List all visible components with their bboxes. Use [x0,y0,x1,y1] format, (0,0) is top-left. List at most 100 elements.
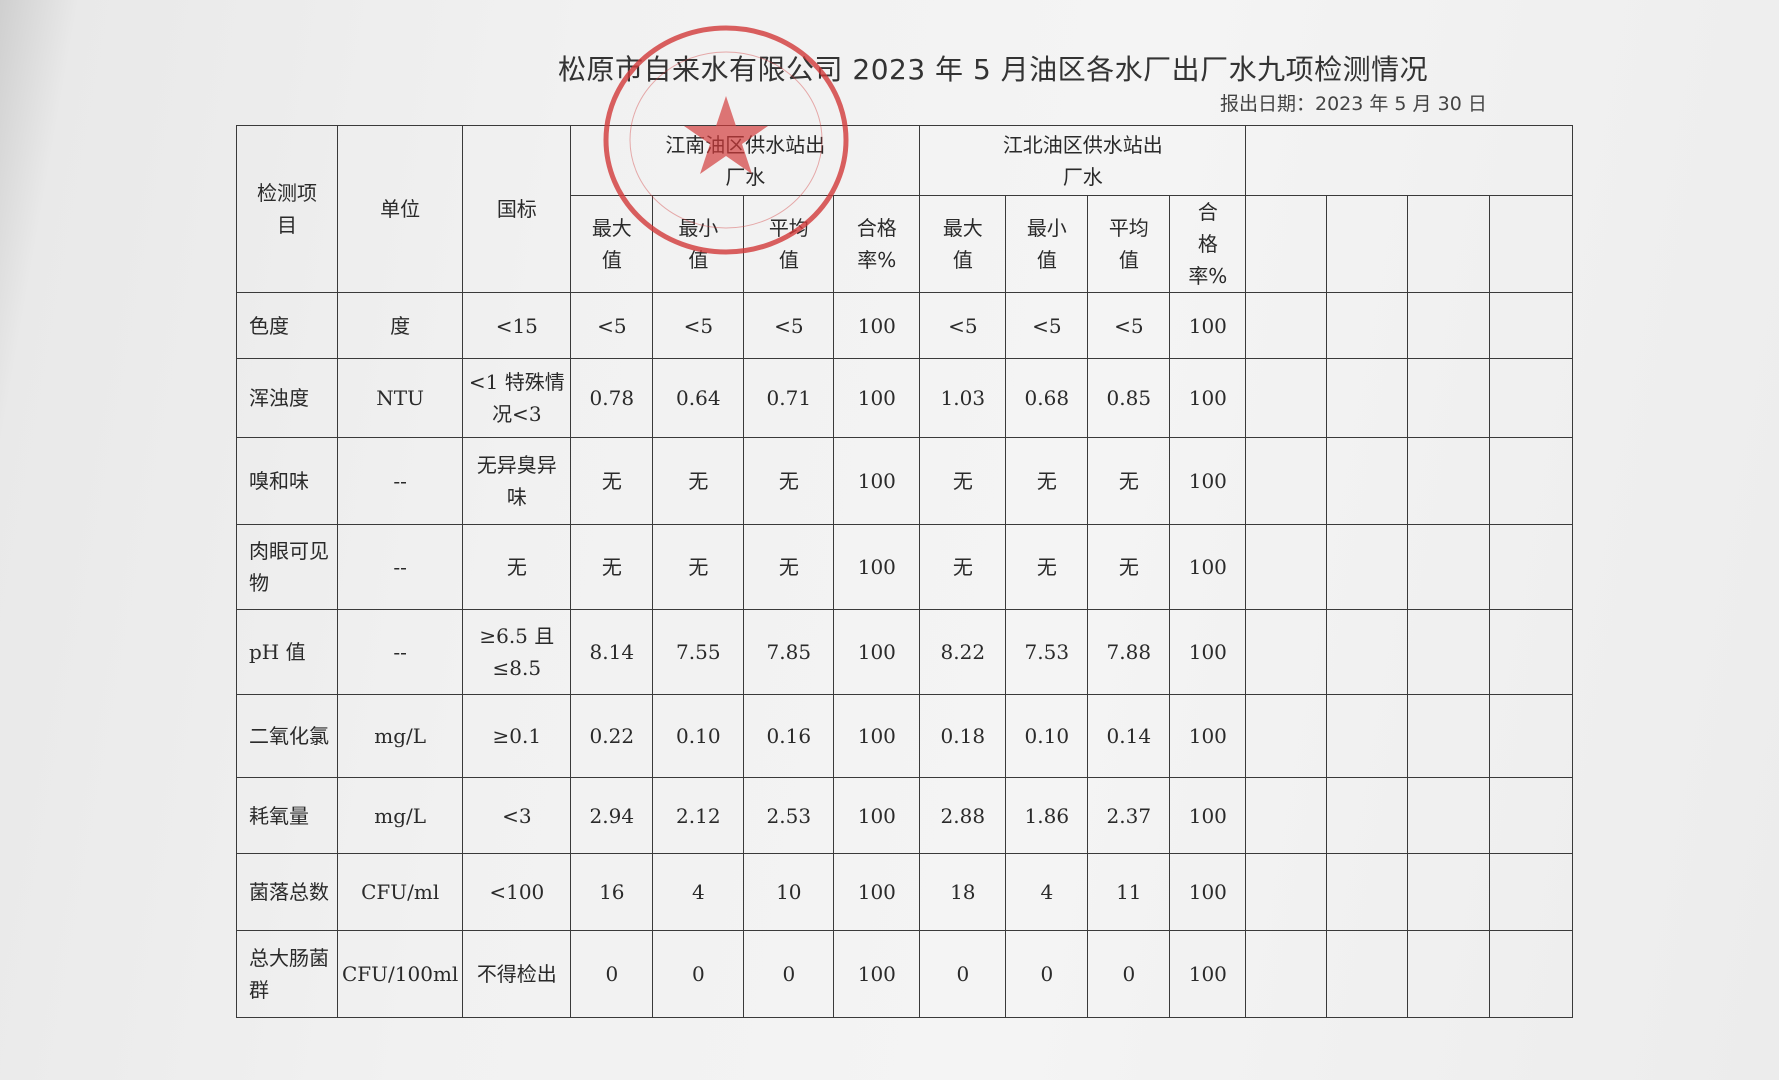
blank-cell [1245,609,1328,695]
blank-cell [1407,853,1491,931]
blank-cell [1326,437,1409,525]
blank-cell [1245,853,1328,931]
document-title: 松原市自来水有限公司 2023 年 5 月油区各水厂出厂水九项检测情况 [558,53,1429,86]
blank-cell [1326,853,1409,931]
cell-g1-pass-rate: 100 [833,694,921,778]
cell-standard: ≥6.5 且≤8.5 [462,609,572,695]
cell-g1-max: <5 [570,292,654,359]
blank-cell [1489,195,1574,293]
table-row: 色度度 <15 <5 <5 <5 100 <5 <5 <5 100 [236,292,1574,359]
cell-g1-max: 无 [570,437,654,525]
cell-g1-min: 无 [652,437,745,525]
cell-g2-min: 4 [1005,853,1089,931]
blank-cell [1407,609,1491,695]
cell-unit: CFU/100ml [336,930,464,1018]
cell-standard: ≥0.1 [462,694,572,778]
cell-g2-avg: 7.88 [1087,609,1171,695]
blank-cell [1407,195,1491,293]
blank-cell [1489,524,1574,610]
cell-unit: NTU [336,358,464,438]
cell-g1-pass-rate: 100 [833,609,921,695]
blank-cell [1245,524,1328,610]
cell-standard: <15 [462,292,572,359]
cell-g1-min: 无 [652,524,745,610]
blank-cell [1489,358,1574,438]
cell-g1-pass-rate: 100 [833,524,921,610]
blank-cell [1489,853,1574,931]
subheader-min: 最小值 [1005,195,1089,293]
blank-cell [1407,777,1491,854]
cell-g1-min: 4 [652,853,745,931]
cell-g2-pass-rate: 100 [1169,930,1247,1018]
blank-cell [1407,694,1491,778]
cell-g2-max: 0 [919,930,1007,1018]
cell-g1-max: 0.22 [570,694,654,778]
cell-g2-pass-rate: 100 [1169,292,1247,359]
table-row: 耗氧量 mg/L <3 2.94 2.12 2.53 100 2.88 1.86 2.37 100 [236,777,1574,854]
cell-item: pH 值 [236,609,338,695]
cell-g2-pass-rate: 100 [1169,358,1247,438]
cell-g2-pass-rate: 100 [1169,853,1247,931]
cell-item: 耗氧量 [236,777,338,854]
table-row: 总大肠菌群 CFU/100ml 不得检出 0 0 0 100 0 0 0 100 [236,930,1574,1018]
table-row: 二氧化氯 mg/L ≥0.1 0.22 0.10 0.16 100 0.18 0.10 0.14 1… [236,694,1574,778]
cell-g2-min: <5 [1005,292,1089,359]
inspection-table: 检测项目 单位 国标 江南油区供水站出厂水 江北油区供水站出厂水 最大值 最小值平… [236,125,1574,1018]
cell-item: 肉眼可见物 [236,524,338,610]
cell-g2-max: 0.18 [919,694,1007,778]
cell-g2-avg: <5 [1087,292,1171,359]
cell-g2-avg: 0.14 [1087,694,1171,778]
cell-g1-max: 2.94 [570,777,654,854]
subheader-avg: 平均值 [1087,195,1171,293]
blank-cell [1245,930,1328,1018]
cell-g2-min: 无 [1005,524,1089,610]
header-standard: 国标 [462,125,572,293]
cell-g1-pass-rate: 100 [833,777,921,854]
cell-g1-min: 0 [652,930,745,1018]
subheader-avg: 平均值 [743,195,835,293]
table-row: 嗅和味 -- 无异臭异味无无无 100 无无无 100 [236,437,1574,525]
cell-g1-min: <5 [652,292,745,359]
cell-g2-avg: 0 [1087,930,1171,1018]
table-row: 肉眼可见物 -- 无无无无 100 无无无 100 [236,524,1574,610]
cell-g2-pass-rate: 100 [1169,524,1247,610]
cell-g2-pass-rate: 100 [1169,437,1247,525]
header-row-1: 检测项目 单位 国标 江南油区供水站出厂水 江北油区供水站出厂水 [236,125,1574,293]
blank-cell [1326,195,1409,293]
cell-item: 菌落总数 [236,853,338,931]
cell-unit: mg/L [336,694,464,778]
report-date: 报出日期：2023 年 5 月 30 日 [1220,93,1487,115]
cell-g2-min: 0 [1005,930,1089,1018]
cell-g2-max: 8.22 [919,609,1007,695]
cell-g1-avg: 0 [743,930,835,1018]
blank-cell [1245,694,1328,778]
blank-cell [1245,437,1328,525]
subheader-max: 最大值 [919,195,1007,293]
cell-item: 色度 [236,292,338,359]
cell-g1-min: 0.10 [652,694,745,778]
cell-standard: <100 [462,853,572,931]
blank-cell [1407,524,1491,610]
cell-g2-max: 无 [919,437,1007,525]
blank-cell [1245,777,1328,854]
table-row: pH 值 -- ≥6.5 且≤8.5 8.14 7.55 7.85 100 8.22 7.53 7… [236,609,1574,695]
blank-cell [1245,292,1328,359]
blank-cell [1326,524,1409,610]
cell-g1-pass-rate: 100 [833,437,921,525]
cell-g2-min: 无 [1005,437,1089,525]
cell-g2-max: 无 [919,524,1007,610]
cell-g1-max: 8.14 [570,609,654,695]
blank-cell [1326,930,1409,1018]
blank-cell [1326,609,1409,695]
header-group-jiangnan: 江南油区供水站出厂水 [570,125,921,196]
cell-g1-avg: 2.53 [743,777,835,854]
cell-g1-min: 0.64 [652,358,745,438]
cell-g1-max: 16 [570,853,654,931]
blank-cell [1407,358,1491,438]
cell-g2-pass-rate: 100 [1169,777,1247,854]
cell-g2-pass-rate: 100 [1169,694,1247,778]
subheader-min: 最小值 [652,195,745,293]
cell-standard: <3 [462,777,572,854]
blank-cell [1407,930,1491,1018]
cell-standard: 无异臭异味 [462,437,572,525]
